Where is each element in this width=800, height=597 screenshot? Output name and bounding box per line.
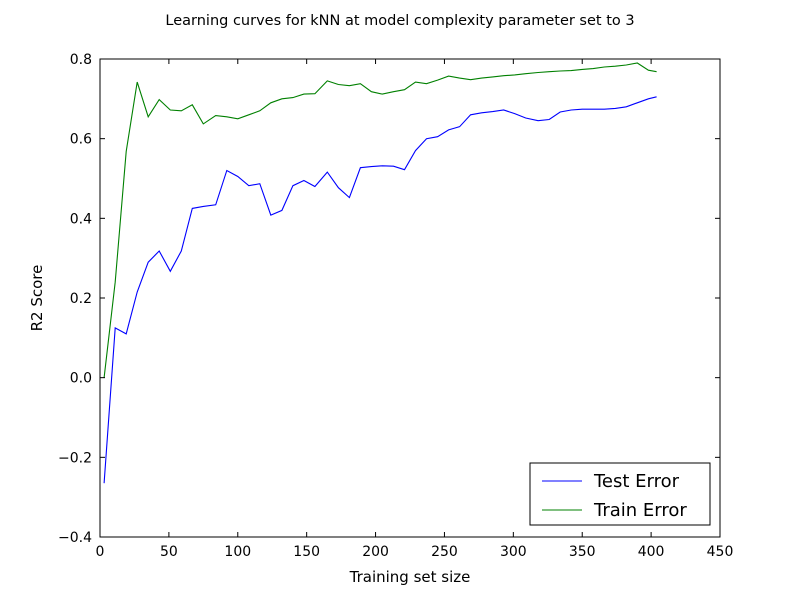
x-tick-label: 250 — [431, 544, 458, 560]
x-tick-label: 50 — [160, 544, 178, 560]
x-axis-ticks: 0 50 100 150 200 250 300 350 400 450 — [96, 59, 734, 560]
series-line-test-error — [103, 96, 657, 484]
x-tick-label: 100 — [224, 544, 251, 560]
x-tick-label: 150 — [293, 544, 320, 560]
y-axis-label: R2 Score — [28, 265, 46, 332]
x-tick-label: 300 — [500, 544, 527, 560]
y-tick-label: 0.4 — [70, 211, 92, 227]
y-tick-label: −0.2 — [58, 450, 92, 466]
chart-title: Learning curves for kNN at model complex… — [165, 13, 634, 29]
y-tick-label: 0.2 — [70, 291, 92, 307]
y-tick-label: −0.4 — [58, 530, 92, 546]
legend-box — [529, 462, 711, 526]
x-tick-label: 450 — [707, 544, 734, 560]
x-tick-label: 350 — [569, 544, 596, 560]
y-tick-label: 0.8 — [70, 52, 92, 68]
legend-label-train-error: Train Error — [593, 500, 687, 521]
x-tick-label: 200 — [362, 544, 389, 560]
x-axis-label: Training set size — [349, 568, 471, 586]
y-tick-label: 0.6 — [70, 132, 92, 148]
x-tick-label: 0 — [96, 544, 105, 560]
series-line-train-error — [103, 62, 657, 378]
legend: Test Error Train Error — [529, 462, 711, 526]
y-axis-ticks: −0.4 −0.2 0.0 0.2 0.4 0.6 0.8 — [58, 52, 720, 546]
legend-label-test-error: Test Error — [593, 471, 680, 492]
x-tick-label: 400 — [638, 544, 665, 560]
y-tick-label: 0.0 — [70, 371, 92, 387]
